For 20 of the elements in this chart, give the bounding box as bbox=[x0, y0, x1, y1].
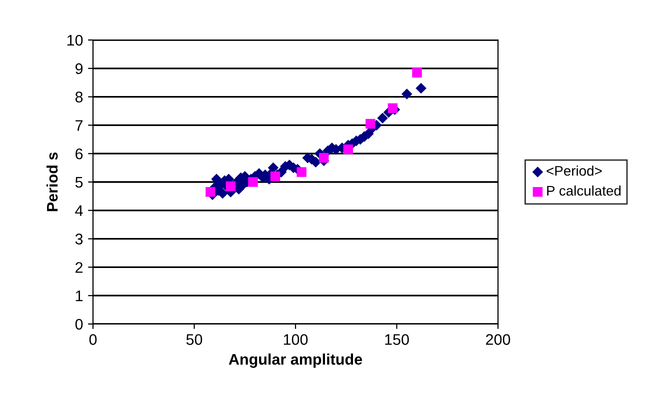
x-tick-label: 200 bbox=[486, 334, 510, 345]
y-tick-label: 10 bbox=[67, 34, 83, 46]
y-tick-label: 7 bbox=[76, 120, 83, 131]
y-tick-label: 0 bbox=[75, 318, 83, 330]
y-tick-label: 6 bbox=[76, 148, 83, 160]
x-tick-label: 150 bbox=[385, 334, 409, 345]
legend-label: <Period> bbox=[546, 166, 602, 176]
y-tick-label: 8 bbox=[75, 92, 83, 102]
x-tick-label: 50 bbox=[186, 334, 202, 345]
y-tick-label: 9 bbox=[76, 63, 83, 74]
y-tick-label: 1 bbox=[76, 290, 83, 302]
y-axis-title: Period s bbox=[46, 152, 58, 212]
legend-label: P calculated bbox=[547, 185, 621, 196]
x-axis-title: Angular amplitude bbox=[228, 354, 362, 368]
y-tick-label: 4 bbox=[75, 205, 83, 216]
y-tick-label: 2 bbox=[76, 262, 83, 273]
y-tick-label: 5 bbox=[75, 177, 83, 188]
y-tick-label: 3 bbox=[75, 234, 83, 244]
x-tick-label: 100 bbox=[284, 334, 308, 345]
x-tick-label: 0 bbox=[89, 334, 97, 345]
